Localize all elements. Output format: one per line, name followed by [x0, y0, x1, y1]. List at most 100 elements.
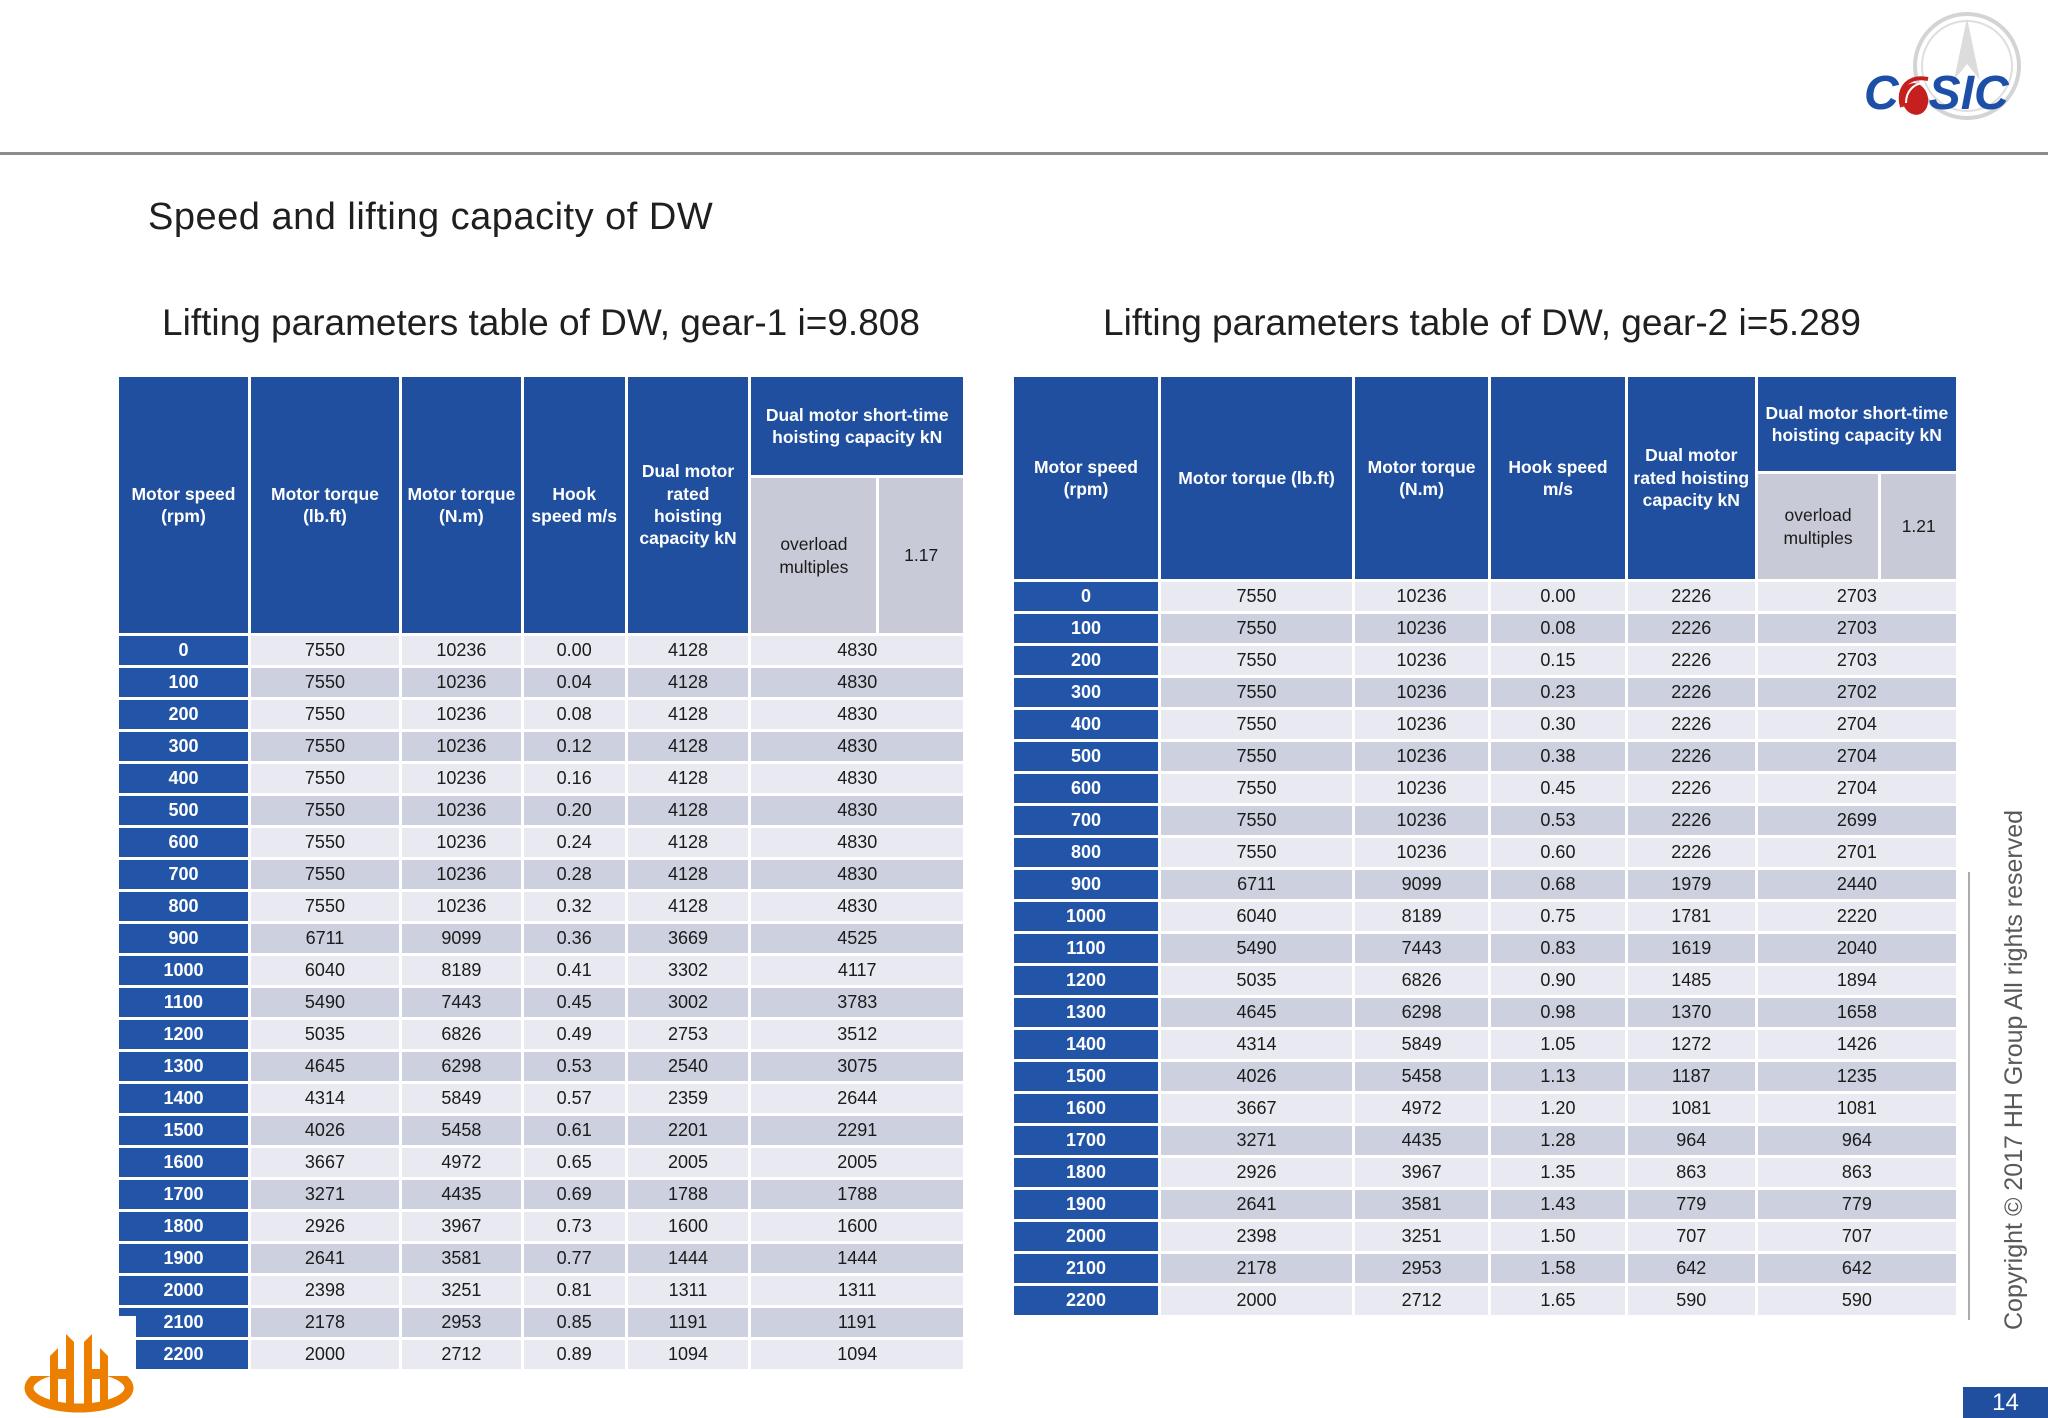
table-cell: 0.90: [1491, 966, 1625, 995]
hh-logo: [22, 1316, 136, 1413]
column-header: Motor torque (lb.ft): [1160, 377, 1353, 579]
table-cell: 10236: [401, 732, 521, 761]
table-row: 100 7550 10236 0.04 4128 4830: [119, 668, 963, 697]
table-cell: 8189: [401, 956, 521, 985]
table-cell: 1.35: [1491, 1158, 1625, 1187]
table-cell: 1.20: [1491, 1094, 1625, 1123]
column-header: Motor speed (rpm): [119, 377, 248, 633]
table-cell: 2398: [250, 1276, 399, 1305]
table-cell: 0.60: [1491, 838, 1625, 867]
table-cell: 10236: [1355, 806, 1489, 835]
table-row: 100 7550 10236 0.08 2226 2703: [1014, 614, 1956, 643]
table-cell: 0.08: [523, 700, 625, 729]
table-row: 400 7550 10236 0.30 2226 2704: [1014, 710, 1956, 739]
table-cell: 7550: [250, 636, 399, 665]
casic-wordmark: C SIC: [1864, 66, 2048, 121]
table-cell: 2359: [627, 1084, 749, 1113]
table-cell-short-time-capacity: 1311: [751, 1276, 963, 1305]
overload-multiples-value: 1.21: [1881, 474, 1956, 579]
table-cell-short-time-capacity: 4830: [751, 828, 963, 857]
column-header: Dual motor rated hoisting capacity kN: [627, 377, 749, 633]
table-cell: 3002: [627, 988, 749, 1017]
table-cell: 964: [1627, 1126, 1755, 1155]
table-cell: 5458: [401, 1116, 521, 1145]
row-label-motor-speed: 1800: [119, 1212, 248, 1241]
table-cell: 1187: [1627, 1062, 1755, 1091]
table-cell: 7550: [1160, 838, 1353, 867]
table-cell: 4972: [1355, 1094, 1489, 1123]
table-cell: 0.08: [1491, 614, 1625, 643]
table-cell: 7550: [250, 732, 399, 761]
table-cell: 3667: [250, 1148, 399, 1177]
row-label-motor-speed: 700: [119, 860, 248, 889]
table-cell-short-time-capacity: 1235: [1757, 1062, 1956, 1091]
table-cell-short-time-capacity: 2291: [751, 1116, 963, 1145]
table-cell-short-time-capacity: 1600: [751, 1212, 963, 1241]
row-label-motor-speed: 1200: [1014, 966, 1158, 995]
table-cell: 10236: [1355, 742, 1489, 771]
row-label-motor-speed: 800: [119, 892, 248, 921]
table-cell: 6711: [250, 924, 399, 953]
table-cell: 3967: [1355, 1158, 1489, 1187]
table-cell: 1781: [1627, 902, 1755, 931]
table-cell-short-time-capacity: 2644: [751, 1084, 963, 1113]
table-cell-short-time-capacity: 1191: [751, 1308, 963, 1337]
copyright-divider: [1968, 872, 1970, 1320]
table-row: 1400 4314 5849 0.57 2359 2644: [119, 1084, 963, 1113]
table-cell: 1.43: [1491, 1190, 1625, 1219]
table-cell-short-time-capacity: 4830: [751, 732, 963, 761]
row-label-motor-speed: 1700: [1014, 1126, 1158, 1155]
table-cell-short-time-capacity: 4830: [751, 636, 963, 665]
table-cell-short-time-capacity: 590: [1757, 1286, 1956, 1315]
page-number-badge: 14: [1963, 1387, 2048, 1418]
column-header: Dual motor rated hoisting capacity kN: [1627, 377, 1755, 579]
table-row: 1100 5490 7443 0.83 1619 2040: [1014, 934, 1956, 963]
table-cell: 1.13: [1491, 1062, 1625, 1091]
table-cell: 0.04: [523, 668, 625, 697]
row-label-motor-speed: 1000: [119, 956, 248, 985]
table-cell: 2000: [250, 1340, 399, 1369]
row-label-motor-speed: 700: [1014, 806, 1158, 835]
table-cell: 0.45: [1491, 774, 1625, 803]
table-cell-short-time-capacity: 3075: [751, 1052, 963, 1081]
table-cell: 2226: [1627, 646, 1755, 675]
table-cell-short-time-capacity: 4830: [751, 700, 963, 729]
table-cell: 2540: [627, 1052, 749, 1081]
table-cell-short-time-capacity: 4117: [751, 956, 963, 985]
row-label-motor-speed: 500: [1014, 742, 1158, 771]
table-cell-short-time-capacity: 2703: [1757, 582, 1956, 611]
table-row: 1800 2926 3967 0.73 1600 1600: [119, 1212, 963, 1241]
table-cell: 3581: [401, 1244, 521, 1273]
table-cell: 5035: [1160, 966, 1353, 995]
table-cell: 9099: [1355, 870, 1489, 899]
table-cell: 10236: [401, 828, 521, 857]
table-cell: 0.12: [523, 732, 625, 761]
table-cell: 8189: [1355, 902, 1489, 931]
casic-emblem-icon: [1913, 12, 2021, 120]
table-cell: 0.49: [523, 1020, 625, 1049]
table-cell: 2226: [1627, 774, 1755, 803]
row-label-motor-speed: 200: [119, 700, 248, 729]
row-label-motor-speed: 800: [1014, 838, 1158, 867]
table-title-gear1: Lifting parameters table of DW, gear-1 i…: [162, 302, 920, 343]
table-cell-short-time-capacity: 779: [1757, 1190, 1956, 1219]
table-cell: 3251: [1355, 1222, 1489, 1251]
table-cell: 0.28: [523, 860, 625, 889]
table-cell: 1.50: [1491, 1222, 1625, 1251]
table-cell: 7550: [1160, 646, 1353, 675]
table-cell: 1444: [627, 1244, 749, 1273]
table-row: 2200 2000 2712 1.65 590 590: [1014, 1286, 1956, 1315]
table-cell: 7550: [1160, 710, 1353, 739]
table-cell: 2000: [1160, 1286, 1353, 1315]
table-cell: 10236: [1355, 678, 1489, 707]
table-row: 1300 4645 6298 0.98 1370 1658: [1014, 998, 1956, 1027]
overload-multiples-value: 1.17: [879, 478, 963, 633]
table-cell: 7550: [1160, 742, 1353, 771]
table-cell: 2953: [401, 1308, 521, 1337]
row-label-motor-speed: 1300: [119, 1052, 248, 1081]
table-cell: 1.05: [1491, 1030, 1625, 1059]
table-cell: 3251: [401, 1276, 521, 1305]
table-cell: 10236: [401, 860, 521, 889]
table-row: 600 7550 10236 0.24 4128 4830: [119, 828, 963, 857]
table-row: 1200 5035 6826 0.90 1485 1894: [1014, 966, 1956, 995]
